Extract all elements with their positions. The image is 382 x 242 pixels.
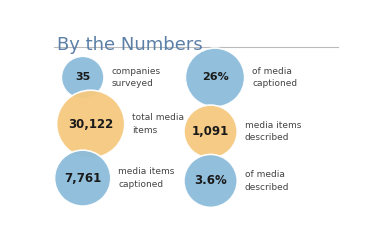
Text: 30,122: 30,122 <box>68 118 113 131</box>
Ellipse shape <box>184 154 237 207</box>
Ellipse shape <box>57 90 125 158</box>
Text: By the Numbers: By the Numbers <box>57 36 202 53</box>
Ellipse shape <box>62 56 104 99</box>
Text: of media
described: of media described <box>244 170 289 192</box>
Text: 7,761: 7,761 <box>64 172 101 185</box>
Text: total media
items: total media items <box>132 113 184 135</box>
Ellipse shape <box>184 105 237 158</box>
Text: 1,091: 1,091 <box>192 125 229 138</box>
Text: companies
surveyed: companies surveyed <box>112 67 160 88</box>
Text: of media
captioned: of media captioned <box>252 67 297 88</box>
Text: media items
captioned: media items captioned <box>118 167 175 189</box>
Text: 35: 35 <box>75 73 90 83</box>
Text: media items
described: media items described <box>244 121 301 142</box>
Text: 26%: 26% <box>202 73 228 83</box>
Ellipse shape <box>55 150 111 206</box>
Text: 3.6%: 3.6% <box>194 174 227 187</box>
Ellipse shape <box>185 48 244 107</box>
